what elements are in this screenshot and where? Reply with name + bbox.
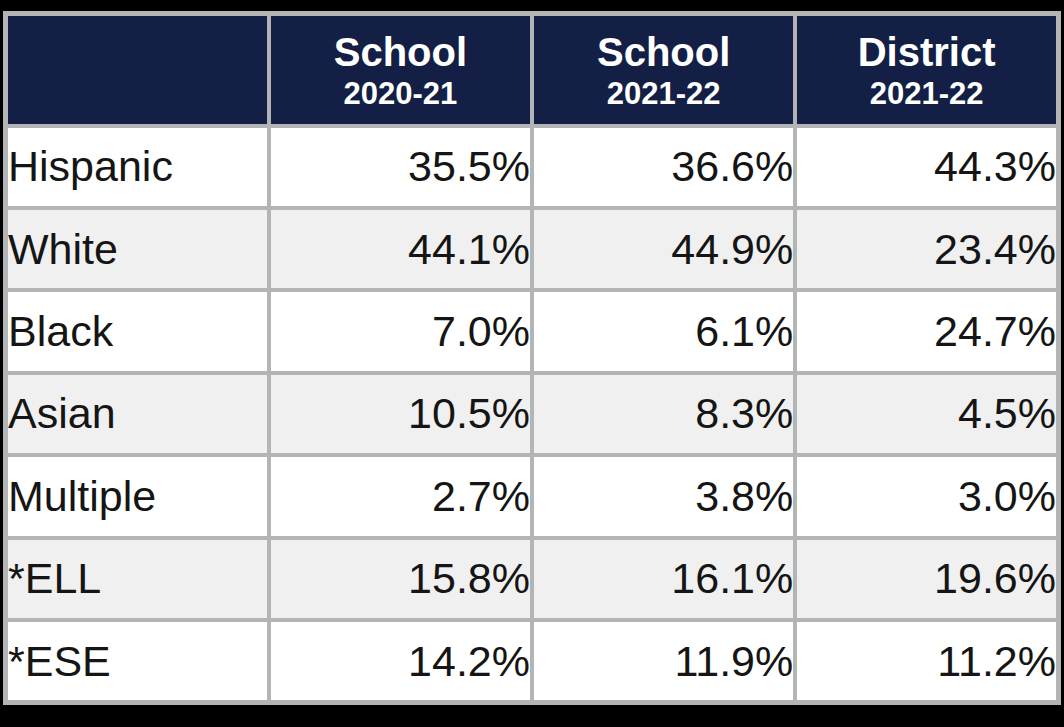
- table-body: Hispanic 35.5% 36.6% 44.3% White 44.1% 4…: [6, 126, 1059, 703]
- table-row: Multiple 2.7% 3.8% 3.0%: [6, 455, 1059, 537]
- cell-value: 16.1%: [532, 538, 795, 620]
- cell-value: 10.5%: [269, 373, 532, 455]
- row-label: Black: [6, 290, 269, 372]
- table-row: *ESE 14.2% 11.9% 11.2%: [6, 620, 1059, 702]
- table-header: School 2020-21 School 2021-22 District 2…: [6, 14, 1059, 126]
- cell-value: 8.3%: [532, 373, 795, 455]
- cell-value: 36.6%: [532, 126, 795, 208]
- cell-value: 6.1%: [532, 290, 795, 372]
- cell-value: 14.2%: [269, 620, 532, 702]
- header-row: School 2020-21 School 2021-22 District 2…: [6, 14, 1059, 126]
- cell-value: 35.5%: [269, 126, 532, 208]
- column-title: District: [797, 28, 1056, 76]
- table-row: Asian 10.5% 8.3% 4.5%: [6, 373, 1059, 455]
- cell-value: 24.7%: [795, 290, 1058, 372]
- cell-value: 11.2%: [795, 620, 1058, 702]
- row-label: Asian: [6, 373, 269, 455]
- column-subtitle: 2020-21: [271, 76, 530, 112]
- cell-value: 44.1%: [269, 208, 532, 290]
- column-title: School: [271, 28, 530, 76]
- cell-value: 23.4%: [795, 208, 1058, 290]
- row-label: *ESE: [6, 620, 269, 702]
- table-row: Hispanic 35.5% 36.6% 44.3%: [6, 126, 1059, 208]
- column-header-school-2020-21: School 2020-21: [269, 14, 532, 126]
- row-label: *ELL: [6, 538, 269, 620]
- cell-value: 3.8%: [532, 455, 795, 537]
- cell-value: 3.0%: [795, 455, 1058, 537]
- column-header-blank: [6, 14, 269, 126]
- cell-value: 2.7%: [269, 455, 532, 537]
- demographics-panel: School 2020-21 School 2021-22 District 2…: [0, 0, 1064, 727]
- cell-value: 44.9%: [532, 208, 795, 290]
- cell-value: 44.3%: [795, 126, 1058, 208]
- column-title: School: [534, 28, 793, 76]
- row-label: White: [6, 208, 269, 290]
- column-subtitle: 2021-22: [534, 76, 793, 112]
- column-header-district-2021-22: District 2021-22: [795, 14, 1058, 126]
- column-subtitle: 2021-22: [797, 76, 1056, 112]
- cell-value: 7.0%: [269, 290, 532, 372]
- cell-value: 15.8%: [269, 538, 532, 620]
- table-row: White 44.1% 44.9% 23.4%: [6, 208, 1059, 290]
- table-row: *ELL 15.8% 16.1% 19.6%: [6, 538, 1059, 620]
- cell-value: 11.9%: [532, 620, 795, 702]
- row-label: Multiple: [6, 455, 269, 537]
- cell-value: 4.5%: [795, 373, 1058, 455]
- demographics-table: School 2020-21 School 2021-22 District 2…: [3, 11, 1061, 705]
- column-header-school-2021-22: School 2021-22: [532, 14, 795, 126]
- table-row: Black 7.0% 6.1% 24.7%: [6, 290, 1059, 372]
- cell-value: 19.6%: [795, 538, 1058, 620]
- row-label: Hispanic: [6, 126, 269, 208]
